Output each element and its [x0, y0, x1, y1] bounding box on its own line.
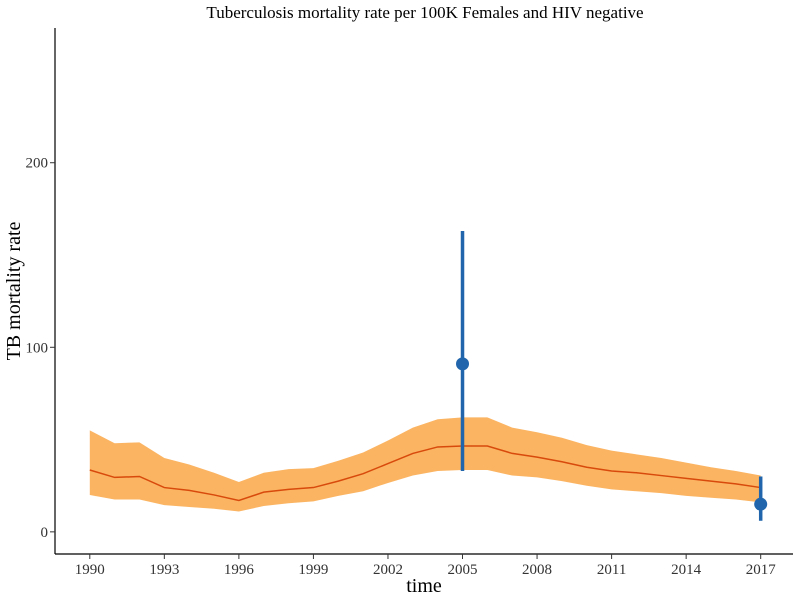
- data-point: [754, 497, 768, 511]
- x-tick-label: 2005: [448, 562, 478, 578]
- x-tick-label: 1990: [75, 562, 105, 578]
- y-tick-label: 0: [41, 525, 49, 541]
- y-axis-title: TB mortality rate: [3, 221, 25, 360]
- x-axis-title: time: [406, 575, 442, 597]
- data-point: [456, 357, 470, 371]
- chart-title: Tuberculosis mortality rate per 100K Fem…: [206, 3, 643, 22]
- x-tick-label: 2011: [597, 562, 626, 578]
- y-axis-ticks: 0 100 200: [26, 156, 55, 541]
- plot-area: [89, 231, 768, 521]
- x-tick-label: 2008: [522, 562, 552, 578]
- uncertainty-band: [89, 417, 761, 512]
- x-tick-label: 1993: [149, 562, 179, 578]
- y-tick-label: 200: [26, 156, 49, 172]
- x-tick-label: 2017: [746, 562, 777, 578]
- x-tick-label: 1999: [298, 562, 328, 578]
- estimate-line: [89, 445, 761, 502]
- x-axis-ticks: 1990 1993 1996 1999 2002 2005 2008 2011 2014 2017: [75, 554, 776, 578]
- x-tick-label: 2002: [373, 562, 403, 578]
- x-tick-label: 2014: [671, 562, 702, 578]
- x-tick-label: 1996: [224, 562, 255, 578]
- y-tick-label: 100: [26, 340, 49, 356]
